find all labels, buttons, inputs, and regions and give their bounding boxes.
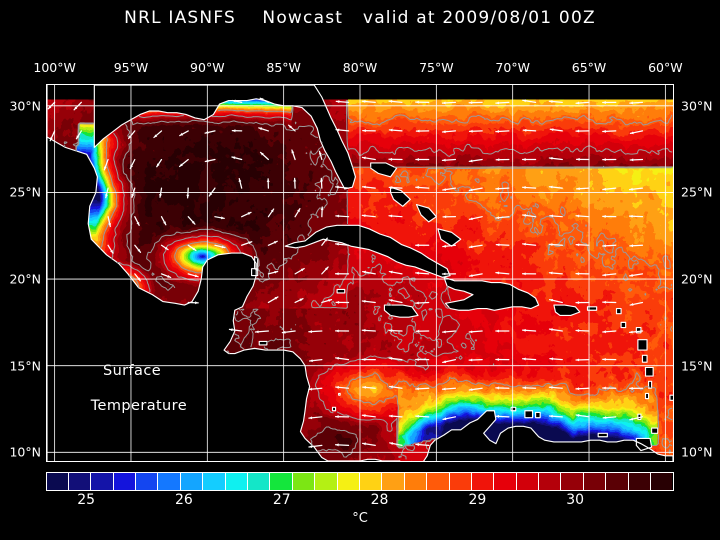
colorbar-tick-label: 26	[175, 492, 193, 508]
colorbar-swatch	[180, 473, 204, 490]
colorbar-swatch	[382, 473, 405, 490]
variable-label-line1: Surface	[102, 363, 162, 380]
colorbar-tick-label: 29	[468, 492, 487, 508]
colorbar-swatch	[337, 473, 360, 490]
colorbar-swatch	[91, 473, 114, 490]
colorbar-swatch	[449, 473, 472, 490]
lat-tick-label: 10°N	[9, 444, 41, 460]
colorbar-swatch	[471, 473, 495, 490]
colorbar-unit-label: °C	[352, 511, 368, 526]
colorbar-swatch	[494, 473, 517, 490]
lat-tick-label: 10°N	[681, 444, 713, 460]
colorbar-swatch	[292, 473, 316, 490]
variable-label-line2: Temperature	[90, 397, 188, 414]
colorbar-swatch	[68, 473, 92, 490]
lat-tick-label: 15°N	[681, 358, 713, 374]
lon-tick-label: 75°W	[419, 60, 454, 75]
lat-tick-label: 30°N	[9, 98, 41, 114]
figure-title: NRL IASNFS Nowcast valid at 2009/08/01 0…	[124, 8, 596, 28]
colorbar-swatch	[516, 473, 540, 490]
lon-tick-label: 60°W	[648, 60, 683, 75]
lon-tick-label: 95°W	[113, 60, 149, 75]
lat-tick-label: 20°N	[681, 271, 713, 287]
lon-tick-label: 85°W	[266, 60, 301, 75]
lat-tick-label: 25°N	[681, 184, 713, 200]
lon-tick-label: 80°W	[342, 60, 378, 75]
colorbar-swatch	[606, 473, 629, 490]
lat-tick-label: 25°N	[9, 184, 41, 200]
colorbar-swatch	[539, 473, 562, 490]
map-plot-area: Surface Temperature	[45, 83, 674, 462]
lon-tick-label: 100°W	[33, 60, 76, 75]
colorbar-swatch	[315, 473, 338, 490]
colorbar-swatch	[248, 473, 271, 490]
lon-tick-label: 70°W	[495, 60, 530, 75]
lon-tick-label: 90°W	[190, 60, 225, 75]
colorbar-tick-label: 30	[566, 492, 585, 508]
colorbar-swatch	[651, 473, 673, 490]
colorbar-swatch	[404, 473, 428, 490]
colorbar-tick-label: 28	[370, 492, 389, 508]
colorbar-swatch	[225, 473, 249, 490]
lat-tick-label: 20°N	[9, 271, 41, 287]
colorbar-swatch	[46, 473, 69, 490]
colorbar-swatch	[136, 473, 159, 490]
colorbar-tick-label: 25	[77, 492, 96, 508]
lat-tick-label: 15°N	[9, 358, 41, 374]
colorbar	[45, 472, 674, 491]
colorbar-swatch	[203, 473, 226, 490]
colorbar-swatch	[113, 473, 137, 490]
colorbar-swatch	[628, 473, 652, 490]
colorbar-tick-label: 27	[272, 492, 291, 508]
colorbar-swatch	[359, 473, 383, 490]
lon-tick-label: 65°W	[571, 60, 607, 75]
colorbar-swatch	[158, 473, 181, 490]
colorbar-swatch	[427, 473, 450, 490]
colorbar-swatch	[270, 473, 293, 490]
colorbar-swatch	[561, 473, 584, 490]
colorbar-swatch	[583, 473, 607, 490]
lat-tick-label: 30°N	[681, 98, 713, 114]
coastline-grid-vector-canvas	[46, 84, 673, 461]
